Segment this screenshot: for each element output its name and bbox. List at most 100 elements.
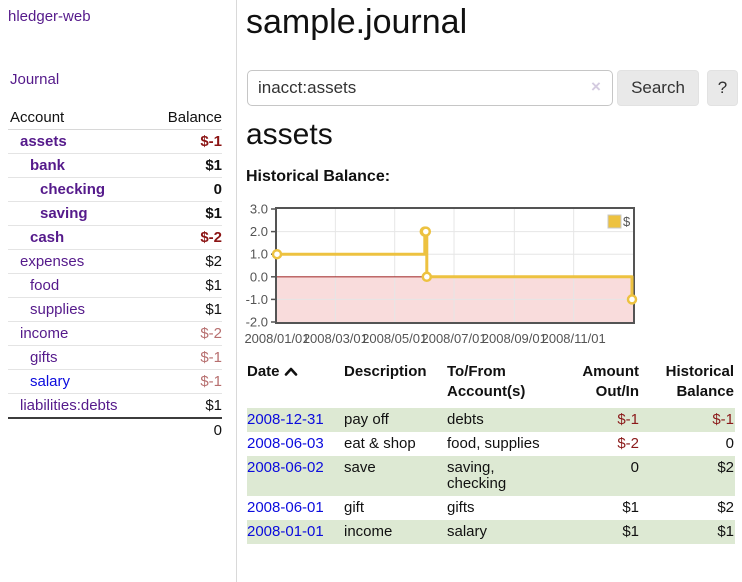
register-row: 2008-06-03 eat & shop food, supplies $-2 0 bbox=[247, 432, 735, 456]
description-column-header: Description bbox=[344, 363, 427, 380]
historical-balance-chart: -2.0 -1.0 0.0 1.0 2.0 3.0 2008/01/01 2008/03/01… bbox=[240, 199, 740, 349]
transaction-description-cell: income bbox=[344, 520, 447, 544]
date-column-header[interactable]: Date bbox=[247, 358, 344, 408]
account-balance: $1 bbox=[151, 153, 222, 178]
accounts-table-header: Account Balance bbox=[8, 106, 222, 130]
y-tick-label: 0.0 bbox=[250, 269, 268, 284]
sidebar-account-link[interactable]: supplies bbox=[30, 301, 86, 318]
balance-chart-canvas: -2.0 -1.0 0.0 1.0 2.0 3.0 2008/01/012008/03/01… bbox=[244, 202, 638, 346]
account-row: liabilities:debts $1 bbox=[8, 393, 222, 419]
y-tick-label: 2.0 bbox=[250, 224, 268, 239]
x-tick-label: 2008/03/01 bbox=[303, 331, 368, 346]
accounts-total-row: 0 bbox=[8, 417, 222, 442]
data-point bbox=[420, 226, 432, 237]
transaction-balance-cell: 0 bbox=[725, 435, 734, 452]
account-row: expenses $2 bbox=[8, 249, 222, 274]
y-tick-label: 3.0 bbox=[250, 202, 268, 217]
sidebar-account-link[interactable]: expenses bbox=[20, 253, 85, 270]
sidebar-account-link[interactable]: checking bbox=[40, 181, 106, 198]
sidebar-account-link[interactable]: cash bbox=[30, 229, 65, 246]
accounts-table: Account Balance assets $-1 bank $1 checking 0… bbox=[8, 106, 222, 442]
account-balance: $1 bbox=[151, 273, 222, 298]
transaction-date-cell: 2008-01-01 bbox=[247, 520, 344, 544]
help-button[interactable]: ? bbox=[707, 70, 738, 106]
x-tick-label: 2008/07/01 bbox=[421, 331, 486, 346]
account-row: salary $-1 bbox=[8, 369, 222, 394]
account-row: gifts $-1 bbox=[8, 345, 222, 370]
transaction-date-cell: 2008-12-31 bbox=[247, 408, 344, 432]
data-point bbox=[626, 294, 638, 305]
sort-ascending-icon bbox=[284, 363, 298, 383]
x-tick-label: 2008/09/01 bbox=[482, 331, 547, 346]
register-row: 2008-06-01 gift gifts $1 $2 bbox=[247, 496, 735, 520]
sidebar-account-link[interactable]: assets bbox=[20, 133, 67, 150]
account-column-header: Account bbox=[8, 106, 152, 130]
accounts-total-value: 0 bbox=[151, 417, 222, 442]
sidebar: hledger-web Journal Account Balance asse… bbox=[0, 0, 237, 582]
account-balance: $2 bbox=[151, 249, 222, 274]
account-balance: $-1 bbox=[151, 129, 222, 154]
plot-border bbox=[275, 207, 635, 324]
account-balance: 0 bbox=[151, 177, 222, 202]
transaction-description-cell: save bbox=[344, 456, 447, 496]
sidebar-account-link[interactable]: gifts bbox=[30, 349, 58, 366]
register-table: Date Description To/From Account(s) Amou… bbox=[247, 358, 735, 544]
accounts-column-header: To/From Account(s) bbox=[447, 363, 526, 400]
transaction-description-cell: eat & shop bbox=[344, 435, 416, 452]
transaction-amount-cell: 0 bbox=[555, 456, 640, 496]
transaction-accounts-cell: food, supplies bbox=[447, 435, 540, 452]
amount-column-header: Amount Out/In bbox=[582, 363, 639, 400]
x-tick-label: 2008/01/01 bbox=[244, 331, 309, 346]
transaction-accounts-cell: saving, checking bbox=[447, 456, 555, 496]
sidebar-account-link[interactable]: food bbox=[30, 277, 60, 294]
account-row: cash $-2 bbox=[8, 225, 222, 250]
transaction-accounts-cell: debts bbox=[447, 408, 555, 432]
register-row: 2008-12-31 pay off debts $-1 $-1 bbox=[247, 408, 735, 432]
account-balance: $1 bbox=[151, 297, 222, 322]
account-row: food $1 bbox=[8, 273, 222, 298]
transaction-amount-cell: $-1 bbox=[555, 408, 640, 432]
transaction-description-cell: pay off bbox=[344, 408, 447, 432]
y-tick-label: -2.0 bbox=[246, 315, 268, 330]
sidebar-account-link[interactable]: saving bbox=[40, 205, 88, 222]
account-balance: $1 bbox=[151, 201, 222, 226]
account-row: bank $1 bbox=[8, 153, 222, 178]
sidebar-account-link[interactable]: liabilities:debts bbox=[20, 397, 118, 414]
legend-swatch bbox=[607, 214, 622, 229]
sidebar-item-journal[interactable]: Journal bbox=[10, 71, 60, 88]
account-balance: $1 bbox=[151, 393, 222, 419]
sidebar-account-link[interactable]: salary bbox=[30, 373, 71, 390]
transaction-balance-cell: $-1 bbox=[640, 408, 735, 432]
search-button[interactable]: Search bbox=[617, 70, 699, 106]
account-balance: $-1 bbox=[151, 369, 222, 394]
data-point bbox=[421, 271, 433, 283]
sidebar-account-link[interactable]: bank bbox=[30, 157, 66, 174]
account-row: supplies $1 bbox=[8, 297, 222, 322]
transaction-date-link[interactable]: 2008-12-31 bbox=[247, 411, 324, 428]
transaction-date-link[interactable]: 2008-06-03 bbox=[247, 435, 324, 452]
account-row: assets $-1 bbox=[8, 129, 222, 154]
clear-search-icon[interactable]: × bbox=[591, 77, 601, 96]
transaction-date-link[interactable]: 2008-06-01 bbox=[247, 499, 324, 516]
account-row: saving $1 bbox=[8, 201, 222, 226]
accounts-total-spacer bbox=[8, 417, 152, 442]
account-title: assets bbox=[246, 118, 333, 151]
transaction-amount-cell: $-2 bbox=[617, 435, 639, 452]
y-tick-label: -1.0 bbox=[246, 292, 268, 307]
y-tick-label: 1.0 bbox=[250, 247, 268, 262]
search-input[interactable] bbox=[247, 70, 613, 106]
legend-label: $ bbox=[623, 214, 631, 229]
sidebar-account-link[interactable]: income bbox=[20, 325, 69, 342]
transaction-date-cell: 2008-06-03 bbox=[247, 432, 344, 456]
account-balance: $-2 bbox=[151, 225, 222, 250]
transaction-balance-cell: $2 bbox=[640, 456, 735, 496]
transaction-balance-cell: $2 bbox=[717, 499, 734, 516]
account-row: checking 0 bbox=[8, 177, 222, 202]
transaction-date-link[interactable]: 2008-06-02 bbox=[247, 459, 324, 476]
transaction-accounts-cell: gifts bbox=[447, 499, 475, 516]
transaction-accounts-cell: salary bbox=[447, 520, 555, 544]
data-point bbox=[271, 248, 283, 260]
brand-link[interactable]: hledger-web bbox=[8, 8, 91, 25]
transaction-date-link[interactable]: 2008-01-01 bbox=[247, 523, 324, 540]
